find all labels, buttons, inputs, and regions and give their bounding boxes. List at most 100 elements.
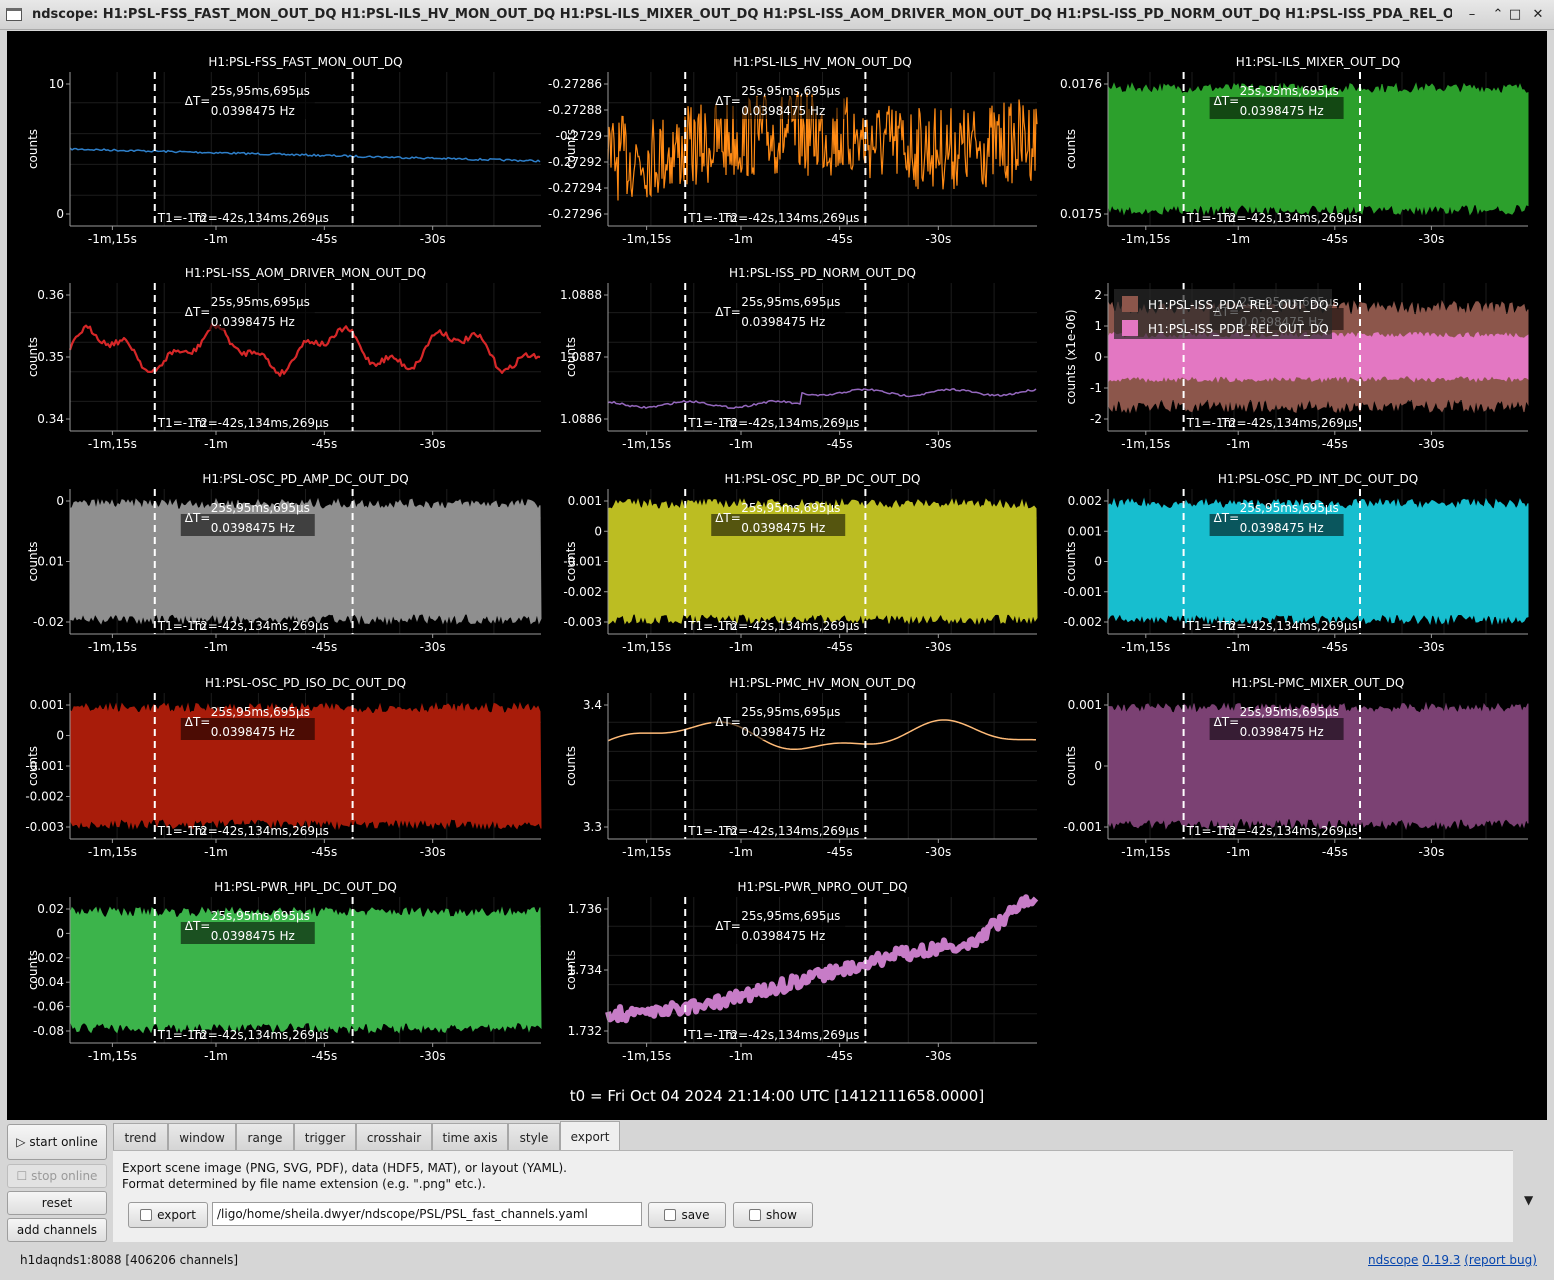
plot-3-t1-label: T1=-1m <box>1186 211 1236 225</box>
plot-1-x-tick-label: -1m,15s <box>88 232 137 246</box>
plot-11-delta-box <box>711 718 846 740</box>
plot-8-y-tick-label: -0.003 <box>563 615 602 629</box>
app-icon <box>6 8 22 21</box>
plot-13-y-tick-label: -0.02 <box>33 951 64 965</box>
plot-8-y-tick-label: 0 <box>594 524 602 538</box>
plot-7-delta-time: 25s,95ms,695μs <box>211 501 310 515</box>
plot-4-x-tick-label: -1m,15s <box>88 437 137 451</box>
tab-style[interactable]: style <box>508 1123 560 1151</box>
tab-time-axis[interactable]: time axis <box>432 1123 508 1151</box>
plot-7-y-tick-label: -0.01 <box>33 555 64 569</box>
plot-12-t2-label: T2=-42s,134ms,269μs <box>1221 824 1358 838</box>
close-button[interactable]: ✕ <box>1532 7 1544 22</box>
plot-2-delta-freq: 0.0398475 Hz <box>741 104 825 118</box>
tab-export[interactable]: export <box>560 1121 620 1151</box>
plot-1-delta-freq: 0.0398475 Hz <box>211 104 295 118</box>
tab-crosshair[interactable]: crosshair <box>356 1123 432 1151</box>
minimize-button[interactable]: – <box>1468 7 1476 22</box>
plot-10-y-tick-label: 0.001 <box>30 698 64 712</box>
plot-10-delta-label: ΔT= <box>185 715 211 729</box>
plot-1-trace <box>69 147 541 163</box>
plot-6-legend-swatch <box>1122 296 1138 312</box>
plot-8-title: H1:PSL-OSC_PD_BP_DC_OUT_DQ <box>725 472 921 486</box>
plot-14-trace <box>605 894 1039 1024</box>
plot-7-delta-box <box>180 514 315 536</box>
ndscope-link[interactable]: ndscope <box>1368 1253 1419 1267</box>
plot-10-y-tick-label: -0.001 <box>25 759 64 773</box>
chevron-up-icon[interactable]: ⌃ <box>1492 7 1504 22</box>
tab-trend[interactable]: trend <box>113 1123 168 1151</box>
plot-7-x-tick-label: -45s <box>311 640 337 654</box>
plot-4-y-tick-label: 0.36 <box>37 288 64 302</box>
save-button[interactable]: save <box>648 1202 726 1228</box>
plot-9-y-tick-label: 0.002 <box>1068 494 1102 508</box>
start-online-button[interactable]: ▷ start online <box>7 1124 107 1160</box>
plot-10-t1-label: T1=-1m <box>157 824 207 838</box>
plot-13-delta-freq: 0.0398475 Hz <box>211 929 295 943</box>
plot-8-x-tick-label: -45s <box>827 640 853 654</box>
plot-2-x-tick-label: -45s <box>827 232 853 246</box>
panel-collapse-icon[interactable]: ▼ <box>1524 1193 1534 1207</box>
plot-5-delta-box <box>711 308 846 330</box>
plot-3-delta-freq: 0.0398475 Hz <box>1240 104 1324 118</box>
plot-2-y-tick-label: -0.27288 <box>548 103 602 117</box>
plot-11-delta-freq: 0.0398475 Hz <box>741 725 825 739</box>
plot-11-x-tick-label: -45s <box>827 845 853 859</box>
version-link[interactable]: 0.19.3 <box>1422 1253 1461 1267</box>
plot-1-y-tick-label: 10 <box>49 77 64 91</box>
plot-5-y-tick-label: 1.0886 <box>560 412 602 426</box>
tab-window[interactable]: window <box>168 1123 236 1151</box>
plot-12-delta-time: 25s,95ms,695μs <box>1240 705 1339 719</box>
plot-8-delta-time: 25s,95ms,695μs <box>741 501 840 515</box>
plot-3-x-tick-label: -1m <box>1226 232 1250 246</box>
plot-12-delta-box <box>1209 718 1344 740</box>
plot-2-y-tick-label: -0.27294 <box>548 181 602 195</box>
tab-range[interactable]: range <box>236 1123 294 1151</box>
plot-9-delta-box <box>1209 514 1344 536</box>
plot-13-t2-label: T2=-42s,134ms,269μs <box>192 1028 329 1042</box>
maximize-button[interactable]: □ <box>1508 7 1522 22</box>
show-button[interactable]: show <box>733 1202 813 1228</box>
plot-12-y-axis-label: counts <box>1064 746 1078 786</box>
plot-12-delta-freq: 0.0398475 Hz <box>1240 725 1324 739</box>
plot-14-delta-label: ΔT= <box>715 919 741 933</box>
plot-14-delta-box <box>711 922 846 944</box>
plot-6-legend-label: H1:PSL-ISS_PDA_REL_OUT_DQ <box>1148 298 1328 312</box>
tab-trigger[interactable]: trigger <box>294 1123 356 1151</box>
plot-6-y-tick-label: 0 <box>1094 350 1102 364</box>
plot-6-x-tick-label: -45s <box>1322 437 1348 451</box>
plots-canvas[interactable]: H1:PSL-FSS_FAST_MON_OUT_DQ100counts-1m,1… <box>7 31 1547 1120</box>
plot-2-y-tick-label: -0.27296 <box>548 207 602 221</box>
plot-8-delta-label: ΔT= <box>715 511 741 525</box>
plot-9-y-tick-label: 0 <box>1094 555 1102 569</box>
export-button[interactable]: export <box>128 1202 208 1228</box>
plot-3-y-axis-label: counts <box>1064 129 1078 169</box>
plot-1-t1-label: T1=-1m <box>157 211 207 225</box>
plot-7-t2-label: T2=-42s,134ms,269μs <box>192 619 329 633</box>
plot-2-y-tick-label: -0.27286 <box>548 77 602 91</box>
stop-online-button: ☐ stop online <box>7 1164 107 1188</box>
export-path-input[interactable] <box>212 1202 642 1226</box>
add-channels-button[interactable]: add channels <box>7 1218 107 1242</box>
reset-button[interactable]: reset <box>7 1191 107 1215</box>
plot-6-legend-swatch <box>1122 320 1138 336</box>
plot-14-x-tick-label: -1m <box>729 1049 753 1063</box>
show-icon <box>748 1209 761 1221</box>
plot-11-delta-time: 25s,95ms,695μs <box>741 705 840 719</box>
plot-13-y-tick-label: 0 <box>56 926 64 940</box>
scope-area[interactable]: H1:PSL-FSS_FAST_MON_OUT_DQ 10 0 counts -1m,1… <box>7 31 1547 1120</box>
plot-11-x-tick-label: -1m,15s <box>622 845 671 859</box>
plot-1-x-tick-label: -45s <box>311 232 337 246</box>
plot-7-y-tick-label: -0.02 <box>33 615 64 629</box>
plot-12-t1-label: T1=-1m <box>1186 824 1236 838</box>
plot-10-y-tick-label: -0.002 <box>25 790 64 804</box>
export-description-1: Export scene image (PNG, SVG, PDF), data… <box>122 1161 567 1175</box>
plot-3-delta-label: ΔT= <box>1214 94 1240 108</box>
plot-10-x-tick-label: -45s <box>311 845 337 859</box>
plot-10-delta-box <box>180 718 315 740</box>
plot-1-x-tick-label: -1m <box>204 232 228 246</box>
plot-7-title: H1:PSL-OSC_PD_AMP_DC_OUT_DQ <box>202 472 408 486</box>
plot-4-delta-box <box>180 308 315 330</box>
report-bug-link[interactable]: (report bug) <box>1464 1253 1537 1267</box>
plot-9-x-tick-label: -1m,15s <box>1121 640 1170 654</box>
